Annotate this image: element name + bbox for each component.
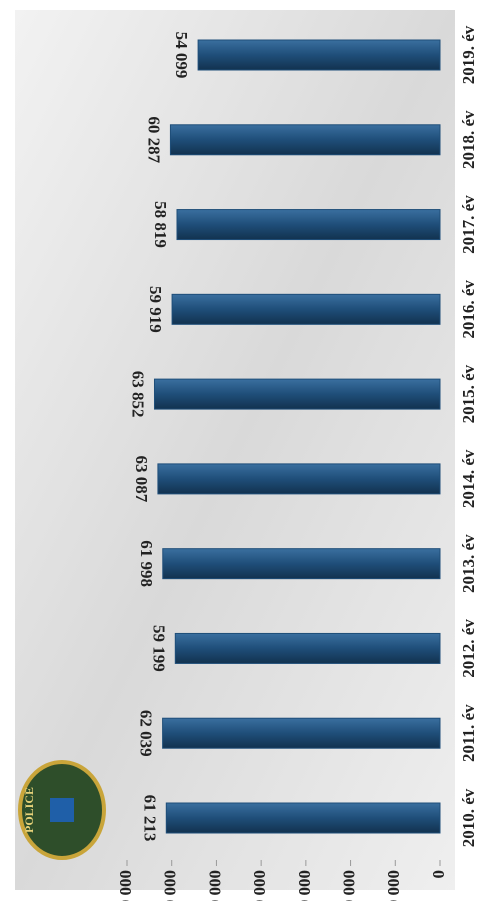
data-label: 59 199 [149,625,168,672]
bar [171,293,441,325]
data-label: 59 919 [146,286,165,333]
data-label: 62 039 [137,710,156,757]
bar [162,717,441,749]
x-tick-label: 20 000 [339,870,358,901]
x-tick-label: 40 000 [250,870,269,901]
category-label: 2015. év [459,364,478,423]
category-label: 2010. év [459,788,478,847]
data-label: 58 819 [151,201,170,248]
bar [169,124,441,156]
bar [165,802,441,834]
data-label: 54 099 [172,32,191,79]
data-label: 63 087 [132,456,151,503]
category-label: 2017. év [459,195,478,254]
data-label: 61 213 [140,795,159,842]
bar [197,39,441,71]
x-tick-label: 50 000 [205,870,224,901]
bar [153,378,441,410]
x-tick-label: 30 000 [295,870,314,901]
category-label: 2014. év [459,449,478,508]
bar [176,209,441,241]
x-tick-label: 0 [429,870,448,879]
bar [157,463,441,495]
bar [174,632,441,664]
category-label: 2016. év [459,280,478,339]
category-label: 2011. év [459,704,478,762]
x-tick-label: 60 000 [161,870,180,901]
logo: POLICE [18,760,106,860]
category-label: 2012. év [459,619,478,678]
category-label: 2018. év [459,110,478,169]
data-label: 61 998 [137,540,156,587]
data-label: 63 852 [129,371,148,418]
x-tick-label: 70 000 [116,870,135,901]
category-label: 2013. év [459,534,478,593]
data-label: 60 287 [145,116,164,163]
logo-text: POLICE [22,787,36,833]
bar [162,548,441,580]
category-label: 2019. év [459,25,478,84]
x-tick-label: 10 000 [384,870,403,901]
